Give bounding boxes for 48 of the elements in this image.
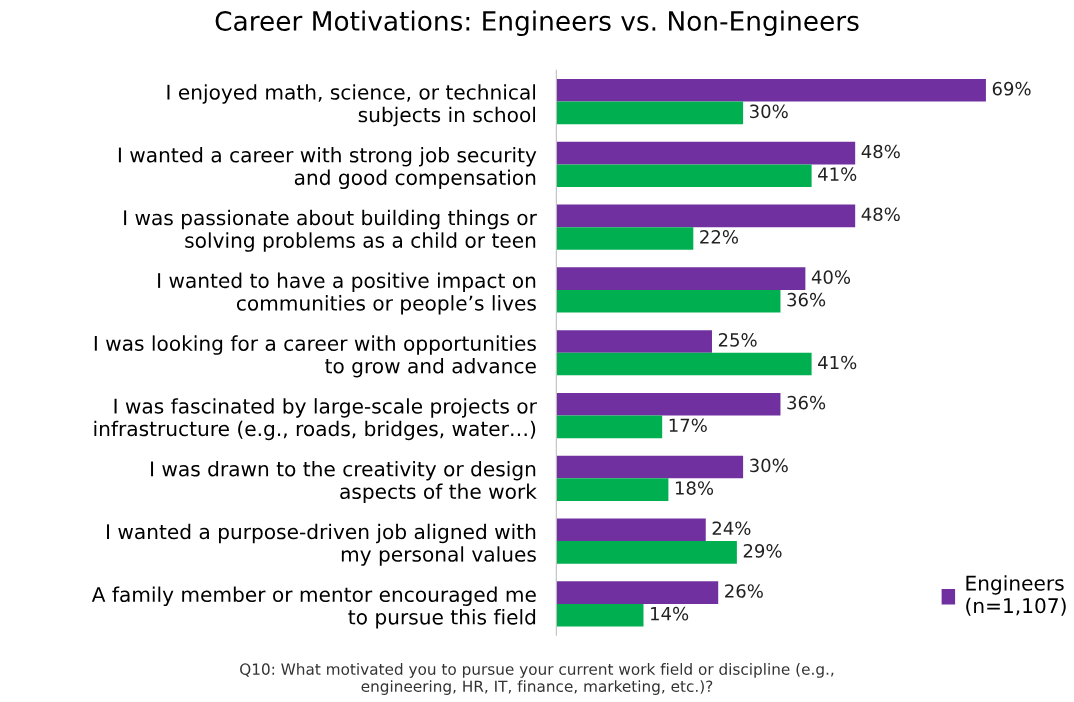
bar <box>556 352 812 376</box>
data-label: 24% <box>712 521 751 536</box>
bar <box>556 267 806 290</box>
data-label: 41% <box>818 355 857 370</box>
bar <box>556 330 712 353</box>
y-tick-label: A family member or mentor encouraged me to pursue this field <box>91 586 536 629</box>
data-label: 36% <box>787 292 826 307</box>
data-label: 48% <box>861 207 900 222</box>
text: Q10: What motivated you to pursue your current work field or discipline (e.g., engineering, HR, IT, finance, marketing, etc.)? <box>240 663 834 695</box>
bar <box>556 204 856 228</box>
data-label: 41% <box>818 167 857 181</box>
data-label: 40% <box>811 270 851 284</box>
bar <box>556 541 737 564</box>
bar <box>556 581 719 604</box>
data-label: 69% <box>992 81 1031 96</box>
chart-title: Career Motivations: Engineers vs. Non-Engineers <box>215 10 859 37</box>
bar <box>556 289 781 313</box>
bar <box>556 478 669 501</box>
bar <box>556 518 706 542</box>
bar <box>556 227 694 250</box>
data-label: 26% <box>725 584 763 598</box>
data-label: 14% <box>651 606 689 621</box>
y-tick-label: I wanted a purpose-driven job aligned with my personal values <box>107 523 536 566</box>
data-label: 25% <box>718 333 757 347</box>
legend-label: Engineers (n=1,107) <box>966 575 1066 616</box>
bar <box>556 141 856 165</box>
bar <box>556 101 744 125</box>
data-label: 30% <box>750 458 788 473</box>
data-label: 36% <box>787 395 826 410</box>
data-label: 30% <box>750 104 788 119</box>
bar <box>556 78 986 102</box>
data-label: 48% <box>861 144 900 159</box>
data-label: 22% <box>700 230 738 244</box>
y-tick-label: I was passionate about building things or solving problems as a child or teen <box>124 209 537 252</box>
bar <box>556 455 744 479</box>
y-tick-label: I wanted to have a positive impact on communities or people’s lives <box>158 272 536 315</box>
bar <box>556 392 781 416</box>
y-tick-label: I wanted a career with strong job security and good compensation <box>118 146 537 190</box>
y-tick-label: I was fascinated by large-scale projects or infrastructure (e.g., roads, bridges, water…) <box>94 398 537 441</box>
data-label: 17% <box>669 418 707 433</box>
bar <box>556 164 812 187</box>
y-tick-label: I enjoyed math, science, or technical subjects in school <box>167 84 535 127</box>
y-tick-label: I was drawn to the creativity or design aspects of the work <box>151 460 537 503</box>
data-label: 18% <box>675 481 714 495</box>
y-tick-label: I was looking for a career with opportunities to grow and advance <box>94 335 536 378</box>
bar <box>556 415 663 439</box>
bar <box>556 603 644 627</box>
data-label: 29% <box>743 544 782 558</box>
